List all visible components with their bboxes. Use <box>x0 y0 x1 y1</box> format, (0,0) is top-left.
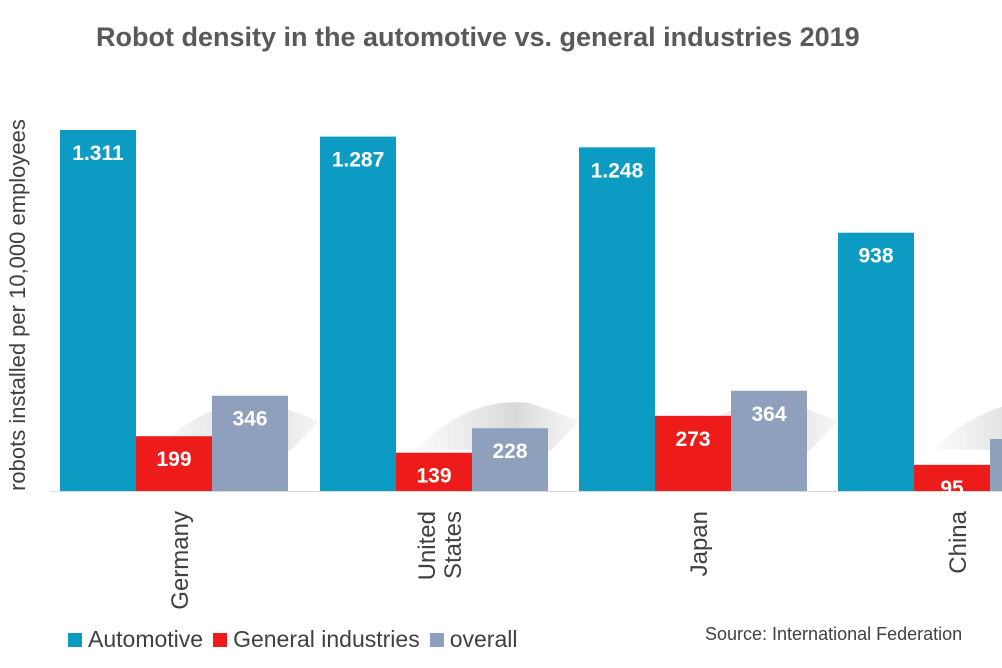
bar-value-label: 938 <box>858 245 893 268</box>
bar-automotive <box>320 136 396 491</box>
bar-value-label: 1.248 <box>591 159 644 182</box>
bar-value-label: 273 <box>675 428 710 451</box>
bar-general-industries <box>136 436 212 491</box>
bar-general-industries <box>396 452 472 491</box>
legend-item: Automotive <box>68 626 203 653</box>
bar-value-label: 139 <box>416 465 451 488</box>
legend-label: overall <box>449 626 518 652</box>
bar-overall <box>731 390 807 491</box>
bar-automotive <box>579 147 655 491</box>
legend-item: General industries <box>213 626 420 653</box>
bar-automotive <box>60 130 136 491</box>
bar-automotive <box>838 232 914 491</box>
bar-overall <box>990 439 1002 491</box>
bar-value-label: 1.287 <box>332 149 385 172</box>
legend-swatch <box>429 632 444 647</box>
x-tick-label: Japan <box>686 511 713 576</box>
bar-value-label: 1.311 <box>72 142 124 165</box>
bar-overall <box>212 395 288 491</box>
bar-overall <box>472 428 548 491</box>
bar-value-label: 95 <box>940 477 964 500</box>
legend-item: overall <box>429 626 518 653</box>
source-note: Source: International Federation <box>705 624 963 644</box>
bar-shadow <box>934 406 1002 451</box>
chart-title: Robot density in the automotive vs. gene… <box>96 22 860 52</box>
bar-value-label: 364 <box>751 403 786 426</box>
legend-label: Automotive <box>88 626 204 652</box>
legend-swatch <box>213 632 228 647</box>
legend-swatch <box>68 632 82 647</box>
legend: Automotive General industries overall <box>68 626 527 653</box>
x-tick-label: Germany <box>167 511 194 610</box>
bar-general-industries <box>914 464 990 491</box>
legend-label: General industries <box>233 626 420 652</box>
bar-value-label: 346 <box>232 408 267 431</box>
bar-general-industries <box>655 415 731 491</box>
bar-value-label: 228 <box>492 440 527 463</box>
x-tick-label: UnitedStates <box>414 511 467 580</box>
bar-value-label: 199 <box>156 448 191 471</box>
x-tick-label: China <box>945 510 972 573</box>
